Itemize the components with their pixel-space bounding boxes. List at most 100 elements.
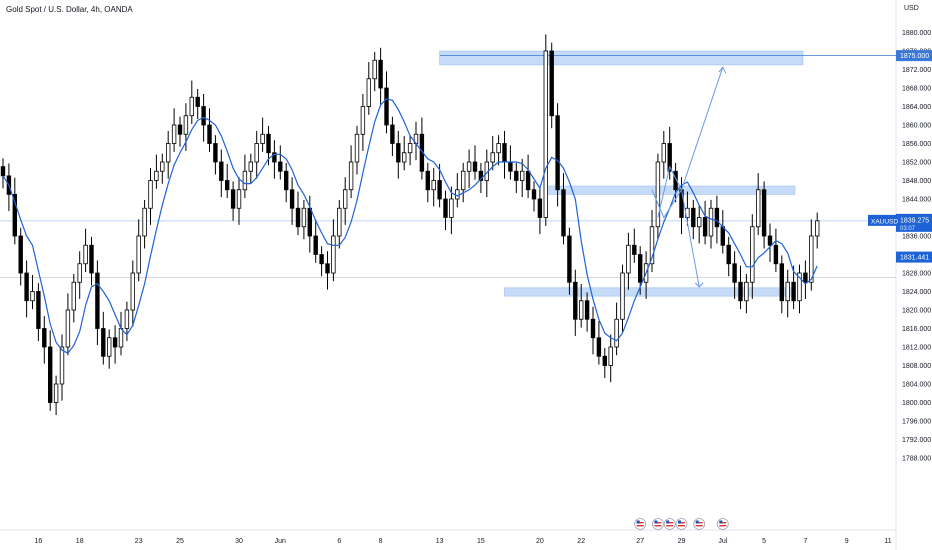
candle-body: [189, 96, 194, 117]
y-tick-label: 1788.000: [902, 456, 931, 463]
candle-body: [59, 346, 65, 385]
y-tick-label: 1852.000: [902, 160, 931, 167]
candle-body: [561, 189, 566, 237]
candle-body: [596, 337, 602, 357]
candle-body: [266, 133, 271, 154]
candle-body: [425, 170, 430, 191]
candle-body: [649, 226, 655, 265]
event-flag-icon[interactable]: [693, 518, 706, 530]
y-tick-label: 1804.000: [902, 382, 931, 389]
candle-body: [207, 124, 212, 144]
event-flag-stripe: [719, 522, 727, 524]
candle-body: [460, 170, 466, 191]
candle-body: [124, 309, 130, 329]
candle-body: [767, 235, 773, 246]
candle-body: [626, 244, 631, 274]
y-tick-label: 1836.000: [902, 234, 931, 241]
candle-body: [401, 152, 407, 163]
candle-body: [508, 161, 513, 172]
candle-body: [319, 254, 324, 265]
resistance-price-label-bg: [896, 50, 932, 62]
candle-body: [148, 180, 153, 209]
candle-body: [472, 161, 478, 172]
candle-body: [36, 291, 41, 329]
event-flag-icon[interactable]: [663, 518, 676, 530]
candle-body: [12, 193, 17, 237]
event-flag-stripe: [678, 522, 685, 524]
candle-body: [543, 50, 548, 218]
candle-body: [272, 152, 277, 163]
x-tick-label: 23: [135, 538, 143, 545]
event-flag-stripe: [678, 525, 685, 527]
candle-body: [313, 235, 318, 255]
event-flag-icon[interactable]: [675, 518, 688, 530]
candle-body: [301, 207, 307, 228]
candle-body: [443, 198, 448, 218]
candle-body: [331, 235, 336, 274]
candle-body: [520, 170, 525, 181]
event-flag-icon[interactable]: [634, 518, 647, 530]
candle-body: [48, 346, 53, 403]
y-tick-label: 1864.000: [902, 104, 931, 111]
candle-body: [632, 244, 637, 255]
x-tick-label: 30: [235, 538, 243, 545]
x-tick-label: 6: [337, 538, 341, 545]
candle-body: [567, 235, 572, 283]
candle-body: [396, 143, 401, 163]
current-price-label: 1839.275: [900, 217, 929, 224]
candle-body: [289, 189, 295, 209]
projection-down-arrowhead: [694, 282, 704, 288]
moving-average-line: [2, 98, 818, 354]
candle-body: [83, 244, 88, 265]
candle-body: [661, 143, 666, 163]
event-flag-icon[interactable]: [652, 518, 664, 530]
candle-body: [744, 281, 749, 302]
event-flag-canton: [666, 520, 670, 524]
x-tick-label: 9: [845, 538, 849, 545]
candle-body: [437, 180, 442, 200]
candle-body: [667, 143, 672, 172]
candle-body: [797, 272, 802, 302]
candle-body: [691, 207, 696, 228]
current-price-tag-bg: [896, 213, 932, 232]
event-flag-stripe: [666, 525, 674, 527]
candle-body: [732, 263, 737, 283]
candle-body: [590, 318, 596, 339]
candle-body: [573, 281, 578, 320]
candle-body: [65, 309, 71, 348]
candle-body: [30, 291, 35, 302]
candle-body: [702, 217, 708, 237]
candle-body: [260, 133, 265, 144]
x-tick-label: 20: [536, 538, 544, 545]
projection-down-arrow: [651, 188, 700, 287]
candle-body: [177, 124, 183, 135]
x-tick-label: 16: [35, 538, 43, 545]
y-tick-label: 1808.000: [902, 363, 931, 370]
countdown-label: 03:07: [900, 226, 916, 232]
candle-body: [18, 235, 23, 274]
candle-body: [325, 263, 330, 274]
candle-body: [679, 189, 684, 218]
candle-body: [773, 244, 779, 265]
candle-body: [531, 189, 537, 200]
y-tick-label: 1824.000: [902, 289, 931, 296]
candle-body: [107, 337, 112, 357]
candle-body: [230, 189, 236, 209]
projection-up-arrowhead: [718, 66, 727, 74]
candle-body: [407, 143, 413, 154]
candle-body: [242, 170, 248, 191]
candle-body: [537, 198, 543, 218]
event-flag-icon[interactable]: [716, 518, 729, 530]
candle-body: [195, 96, 200, 107]
y-tick-label: 1796.000: [902, 419, 931, 426]
candle-body: [602, 355, 607, 366]
candle-body: [248, 161, 253, 172]
event-flag-canton: [654, 520, 658, 524]
candle-body: [372, 59, 377, 80]
candle-body: [130, 272, 135, 311]
candle-body: [337, 207, 342, 237]
y-tick-label: 1856.000: [902, 141, 931, 148]
event-flag-stripe: [666, 522, 674, 524]
candle-body: [165, 143, 171, 163]
